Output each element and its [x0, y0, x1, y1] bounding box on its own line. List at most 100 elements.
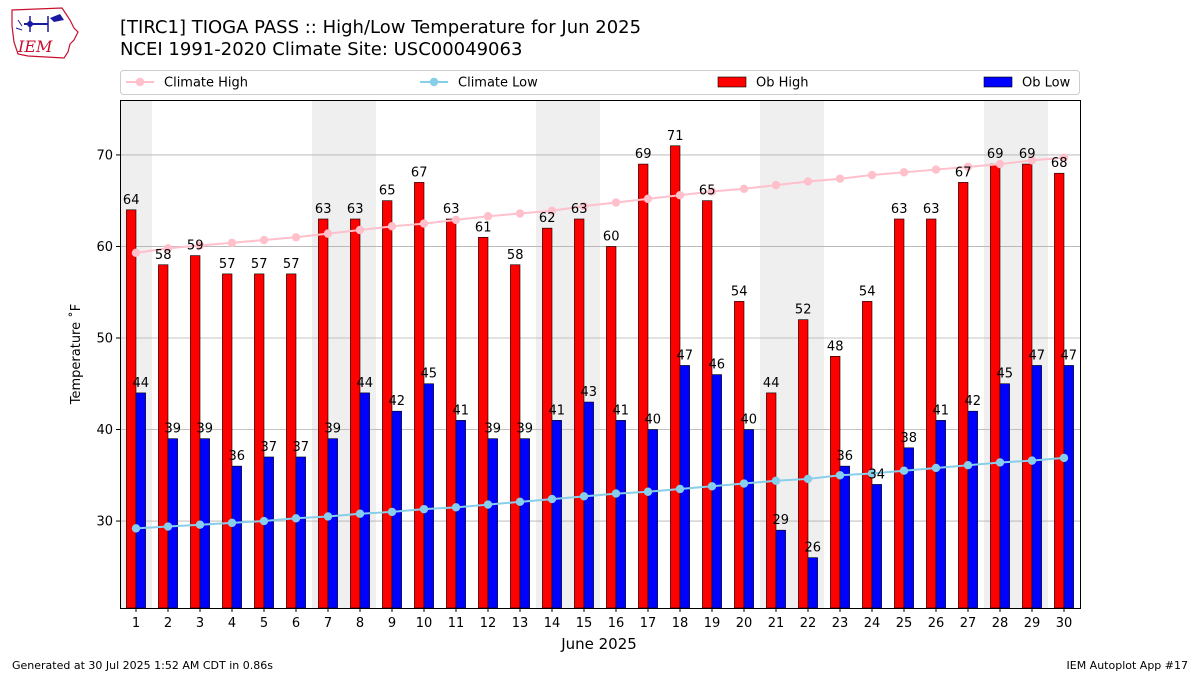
ob-high-label: 60 [603, 229, 620, 244]
x-axis-label: June 2025 [560, 635, 637, 653]
ob-high-label: 52 [795, 303, 812, 318]
x-tick-label: 4 [228, 616, 236, 631]
legend-label: Ob Low [1022, 76, 1071, 91]
y-tick-label: 50 [96, 331, 113, 346]
ob-high-label: 68 [1051, 156, 1068, 171]
ob-low-label: 41 [453, 403, 470, 418]
ob-low-bar [647, 429, 658, 609]
ob-high-label: 71 [667, 129, 684, 144]
climate-low-point [643, 487, 653, 496]
ob-high-bar [638, 163, 649, 609]
ob-low-label: 39 [325, 422, 342, 437]
ob-low-label: 40 [741, 413, 758, 428]
x-tick-label: 23 [832, 616, 849, 631]
ob-low-label: 39 [517, 422, 534, 437]
climate-low-point [579, 492, 589, 501]
ob-low-label: 36 [229, 449, 246, 464]
bar-labels: 64 58 59 57 57 57 63 63 65 67 63 61 58 62 63 60 69 71 65 54… [123, 129, 1077, 556]
ob-high-label: 69 [987, 147, 1004, 162]
ob-low-label: 44 [357, 376, 374, 391]
ob-low-label: 45 [997, 367, 1014, 382]
climate-high-point [259, 235, 269, 245]
climate-high-point [227, 238, 237, 247]
ob-high-label: 69 [1019, 147, 1036, 162]
ob-low-label: 42 [389, 394, 406, 409]
climate-low-point [419, 504, 429, 514]
climate-low-point [259, 516, 269, 526]
x-tick-label: 14 [544, 616, 561, 631]
climate-high-point [707, 187, 717, 196]
ob-high-label: 63 [571, 202, 588, 217]
climate-high-point [899, 168, 909, 177]
legend: Climate High Climate Low Ob High Ob Low [120, 70, 1080, 95]
footer-generated: Generated at 30 Jul 2025 1:52 AM CDT in … [12, 659, 273, 672]
climate-low-point [515, 497, 525, 507]
ob-high-label: 44 [763, 376, 780, 391]
ob-low-bar [871, 484, 882, 609]
climate-high-point [835, 174, 845, 183]
climate-high-point [867, 170, 877, 180]
legend-label: Climate Low [458, 76, 538, 91]
climate-low-point [803, 474, 813, 484]
climate-high-point [323, 229, 333, 238]
ob-high-bar [350, 218, 361, 609]
ob-low-bar [999, 383, 1010, 609]
ob-high-bar [1022, 163, 1033, 609]
climate-low-point [995, 458, 1005, 467]
ob-low-bar [743, 429, 754, 609]
x-tick-label: 21 [768, 616, 785, 631]
climate-low-point [387, 507, 397, 517]
climate-low-point [963, 461, 973, 470]
ob-low-bar [263, 456, 274, 609]
climate-high-point [579, 201, 589, 211]
x-tick-label: 9 [388, 616, 396, 631]
ob-high-label: 63 [347, 202, 364, 217]
climate-high-point [195, 241, 205, 250]
climate-low-point [163, 522, 173, 531]
ob-low-label: 39 [197, 422, 214, 437]
ob-high-bar [606, 246, 617, 609]
legend-bar-swatch [717, 76, 747, 88]
climate-high-point [1027, 156, 1037, 165]
y-axis-label: Temperature ˚F [68, 304, 84, 405]
x-tick-label: 29 [1024, 616, 1041, 631]
climate-high-point [1059, 153, 1069, 162]
climate-low-point [195, 520, 205, 529]
ob-high-label: 65 [379, 184, 396, 199]
ob-low-bar [615, 420, 626, 609]
ob-high-bar [990, 163, 1001, 609]
climate-low-point [483, 500, 493, 509]
x-tick-label: 5 [260, 616, 268, 631]
climate-low-point [899, 466, 909, 475]
ob-low-label: 47 [1061, 348, 1078, 363]
ob-low-label: 41 [613, 403, 630, 418]
iem-logo: IEM [11, 7, 79, 59]
climate-low-point [675, 484, 685, 494]
climate-high-point [163, 244, 173, 253]
ob-high-label: 65 [699, 184, 716, 199]
climate-low-point [1059, 453, 1069, 463]
climate-low-point [1027, 456, 1037, 465]
climate-high-point [483, 212, 493, 221]
ob-high-bar [798, 319, 809, 609]
climate-high-point [387, 222, 397, 231]
ob-high-bar [318, 218, 329, 609]
climate-high-point [611, 198, 621, 207]
ob-high-label: 63 [315, 202, 332, 217]
climate-high-point [931, 165, 941, 174]
climate-high-point [515, 209, 525, 218]
ob-high-label: 48 [827, 339, 844, 354]
ob-low-bar [551, 420, 562, 609]
climate-low-point [131, 524, 141, 533]
x-tick-label: 16 [608, 616, 625, 631]
ob-high-bar [830, 355, 841, 609]
ob-low-bar [583, 401, 594, 609]
climate-high-point [675, 190, 685, 200]
ob-low-label: 41 [933, 403, 950, 418]
climate-low-point [547, 494, 557, 504]
ob-high-bar [670, 145, 681, 609]
ob-low-bar [519, 438, 530, 609]
x-tick-label: 8 [356, 616, 364, 631]
ob-high-label: 57 [283, 257, 300, 272]
ob-low-bar [935, 420, 946, 609]
